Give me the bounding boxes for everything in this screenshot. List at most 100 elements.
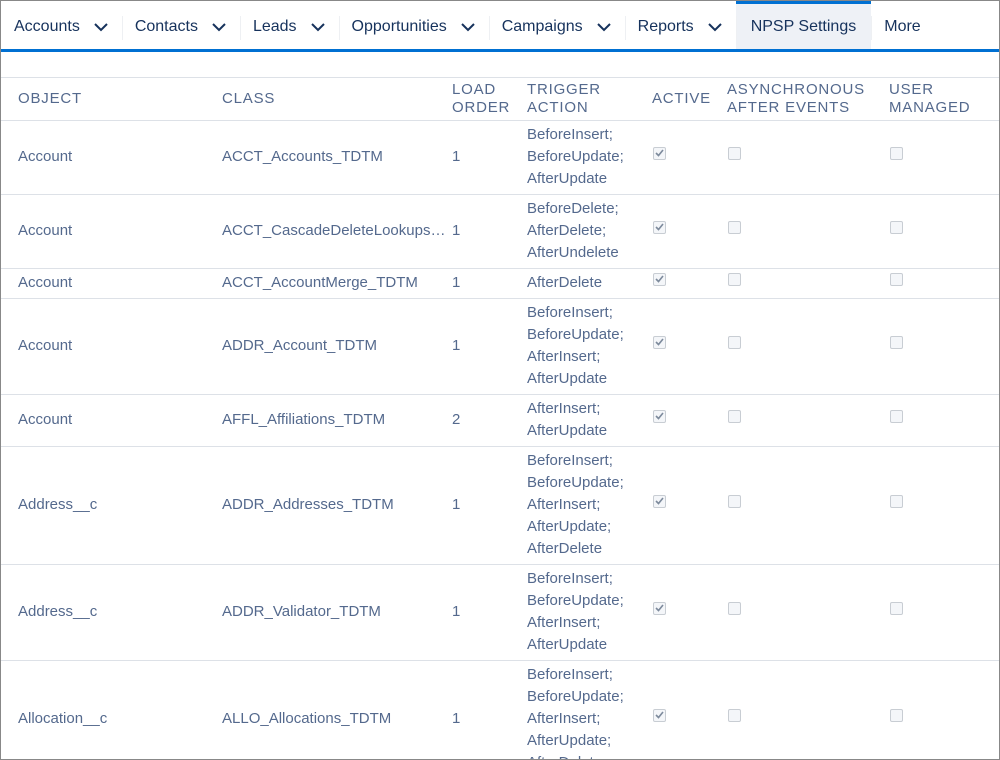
checkbox[interactable] xyxy=(728,708,741,722)
trigger-action: BeforeInsert; xyxy=(527,666,613,683)
trigger-lines: BeforeInsert; BeforeUpdate; AfterInsert; Af… xyxy=(527,664,624,759)
checkbox[interactable] xyxy=(890,335,903,349)
check-mark xyxy=(655,149,664,157)
trigger-action: AfterUpdate xyxy=(527,636,608,653)
check-mark xyxy=(655,604,664,612)
column-header: CLASS xyxy=(222,90,452,108)
trigger-action: BeforeUpdate; xyxy=(527,148,624,165)
header-text: ASYNCHRONOUS AFTER EVENTS xyxy=(727,81,865,116)
column-header: ACTIVE xyxy=(652,90,727,108)
trigger-action: AfterInsert; xyxy=(527,400,601,417)
trigger-action: AfterInsert; xyxy=(527,348,601,365)
nav-tab[interactable]: Contacts xyxy=(121,1,240,49)
load-order-cell: 1 xyxy=(452,603,461,620)
checkbox[interactable] xyxy=(728,494,741,508)
active-cell xyxy=(652,664,727,759)
trigger-action: BeforeInsert; xyxy=(527,304,613,321)
trigger-action: AfterInsert; xyxy=(527,614,601,631)
class-cell: AFFL_Affiliations_TDTM xyxy=(222,411,386,428)
trigger-lines: BeforeDelete; AfterDelete; AfterUndelete xyxy=(527,198,619,264)
load-order-cell: 1 xyxy=(452,148,461,165)
object-cell: Address__c xyxy=(18,496,98,513)
class-cell: ADDR_Validator_TDTM xyxy=(222,603,381,620)
spacer xyxy=(1,52,999,78)
checkbox[interactable] xyxy=(728,409,741,423)
tab-label: More xyxy=(884,17,921,35)
checkbox[interactable] xyxy=(728,601,741,615)
checkbox[interactable] xyxy=(728,146,741,160)
chevron[interactable] xyxy=(212,22,226,32)
checkbox[interactable] xyxy=(728,272,741,286)
object-cell: Address__c xyxy=(18,603,98,620)
nav-tab[interactable]: Accounts xyxy=(1,1,122,49)
object-cell: Account xyxy=(18,148,73,165)
nav-tab[interactable]: NPSP Settings xyxy=(735,1,872,49)
checkbox[interactable] xyxy=(728,335,741,349)
load-order-cell: 1 xyxy=(452,222,461,239)
nav-tab[interactable]: Leads xyxy=(239,1,339,49)
chevron[interactable] xyxy=(461,22,475,32)
trigger-action: BeforeUpdate; xyxy=(527,688,624,705)
tab-label: Opportunities xyxy=(351,17,447,35)
tab-label: Reports xyxy=(637,17,694,35)
checkbox[interactable] xyxy=(653,220,666,234)
nav-tab[interactable]: Reports xyxy=(624,1,736,49)
trigger-cell: BeforeInsert; BeforeUpdate; AfterInsert; Af… xyxy=(527,450,652,560)
asynchronous-cell xyxy=(727,272,889,294)
chevron[interactable] xyxy=(596,22,611,32)
chevron[interactable] xyxy=(707,22,722,32)
trigger-action: AfterDelete; xyxy=(527,222,607,239)
active-cell xyxy=(652,272,727,294)
column-header: ASYNCHRONOUS AFTER EVENTS xyxy=(727,81,889,117)
trigger-action: AfterInsert; xyxy=(527,710,601,727)
checkbox[interactable] xyxy=(890,494,903,508)
checkbox[interactable] xyxy=(653,708,666,722)
checkbox[interactable] xyxy=(890,409,903,423)
checkbox[interactable] xyxy=(890,146,903,160)
check-mark xyxy=(655,412,664,420)
object-cell: Account xyxy=(18,337,73,354)
class-cell: ACCT_AccountMerge_TDTM xyxy=(222,274,418,291)
checkbox[interactable] xyxy=(890,220,903,234)
load-order-cell: 1 xyxy=(452,274,461,291)
column-header: OBJECT xyxy=(1,90,222,108)
nav-tab[interactable]: Opportunities xyxy=(338,1,489,49)
asynchronous-cell xyxy=(727,568,889,656)
check-mark xyxy=(655,338,664,346)
trigger-action: BeforeUpdate; xyxy=(527,474,624,491)
trigger-action: AfterUpdate; xyxy=(527,732,612,749)
checkbox[interactable] xyxy=(653,335,666,349)
tab-label: NPSP Settings xyxy=(750,17,857,35)
chevron[interactable] xyxy=(94,22,108,32)
user-managed-cell xyxy=(889,568,997,656)
trigger-action: BeforeUpdate; xyxy=(527,326,624,343)
trigger-action: AfterDelete xyxy=(527,540,603,557)
trigger-cell: BeforeInsert; BeforeUpdate; AfterInsert; Af… xyxy=(527,664,652,759)
checkbox[interactable] xyxy=(653,146,666,160)
check-mark xyxy=(655,275,664,283)
table-row: Account ACCT_CascadeDeleteLookups… 1 Before… xyxy=(1,195,999,269)
tab-label: Contacts xyxy=(134,17,198,35)
asynchronous-cell xyxy=(727,664,889,759)
checkbox[interactable] xyxy=(653,601,666,615)
nav-tab[interactable]: More xyxy=(871,1,934,49)
load-order-cell: 1 xyxy=(452,496,461,513)
checkbox[interactable] xyxy=(653,494,666,508)
checkbox[interactable] xyxy=(890,272,903,286)
active-cell xyxy=(652,450,727,560)
table-row: Account ACCT_AccountMerge_TDTM 1 AfterDelet… xyxy=(1,269,999,299)
checkbox[interactable] xyxy=(728,220,741,234)
column-header: TRIGGER ACTION xyxy=(527,81,652,117)
chevron[interactable] xyxy=(310,22,325,32)
checkbox[interactable] xyxy=(890,708,903,722)
checkbox[interactable] xyxy=(890,601,903,615)
checkbox[interactable] xyxy=(653,272,666,286)
checkbox[interactable] xyxy=(653,409,666,423)
class-cell: ACCT_CascadeDeleteLookups… xyxy=(222,222,446,239)
column-header: LOAD ORDER xyxy=(452,81,527,117)
active-cell xyxy=(652,124,727,190)
header-text: LOAD ORDER xyxy=(452,81,511,116)
nav-tab[interactable]: Campaigns xyxy=(488,1,625,49)
trigger-action: BeforeInsert; xyxy=(527,452,613,469)
